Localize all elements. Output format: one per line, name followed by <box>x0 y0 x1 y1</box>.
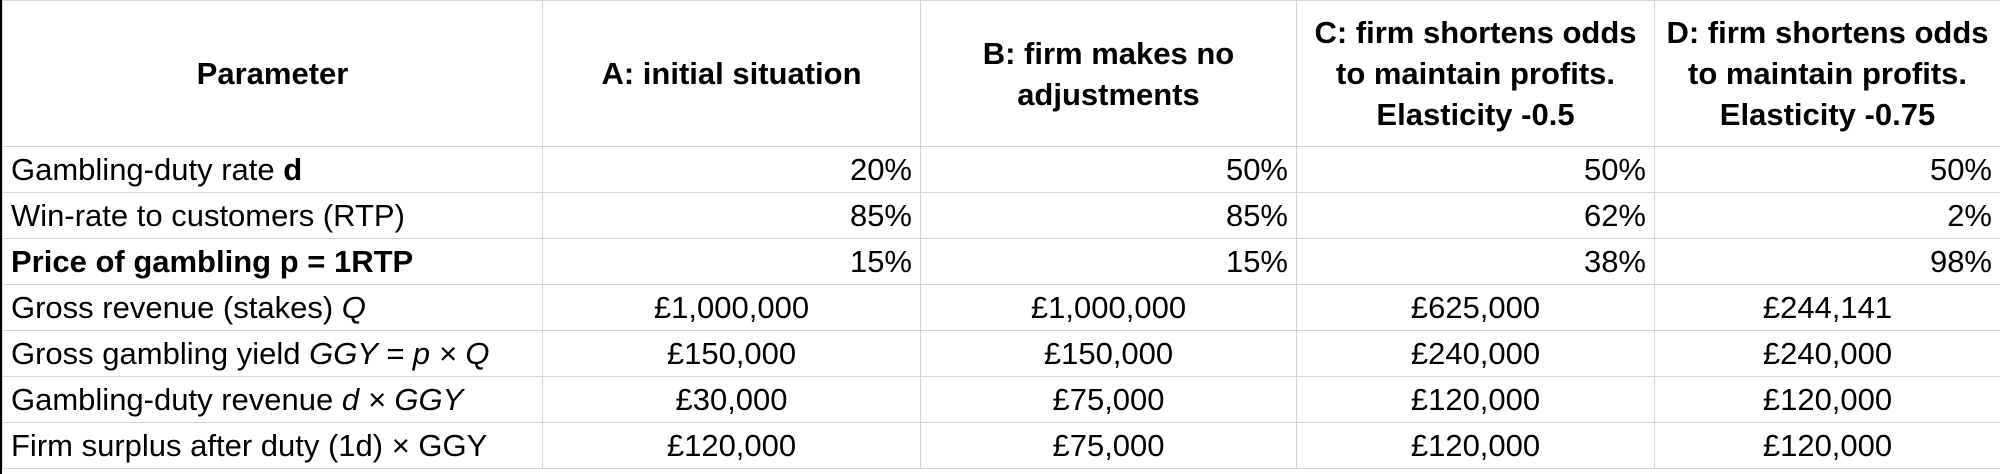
header-scenario-c[interactable]: C: firm shortens odds to maintain profit… <box>1296 0 1655 147</box>
cell-d[interactable]: 2% <box>1654 192 2000 239</box>
row-label[interactable]: Gross gambling yield GGY = p × Q <box>2 330 543 377</box>
row-win-rate: Win-rate to customers (RTP) 85% 85% 62% … <box>2 192 2000 239</box>
cell-d[interactable]: £120,000 <box>1654 376 2000 423</box>
row-label[interactable]: Gross revenue (stakes) Q <box>2 284 543 331</box>
label-formula: d × GGY <box>341 382 464 417</box>
label-symbol: d <box>283 152 303 187</box>
cell-a[interactable]: 20% <box>542 146 921 193</box>
header-scenario-a[interactable]: A: initial situation <box>542 0 921 147</box>
label-formula: GGY = p × Q <box>309 336 490 371</box>
cell-c[interactable]: 62% <box>1296 192 1655 239</box>
row-price-of-gambling: Price of gambling p = 1RTP 15% 15% 38% 9… <box>2 238 2000 285</box>
label-text: Gambling-duty revenue <box>11 382 342 417</box>
row-firm-surplus: Firm surplus after duty (1d) × GGY £120,… <box>2 422 2000 469</box>
cell-d[interactable]: 98% <box>1654 238 2000 285</box>
cell-b[interactable]: 50% <box>920 146 1297 193</box>
header-row: Parameter A: initial situation B: firm m… <box>2 0 2000 147</box>
header-parameter[interactable]: Parameter <box>2 0 543 147</box>
cell-d[interactable]: £244,141 <box>1654 284 2000 331</box>
row-gross-gambling-yield: Gross gambling yield GGY = p × Q £150,00… <box>2 330 2000 377</box>
label-text: Gambling-duty rate <box>11 152 284 187</box>
cell-d[interactable]: £120,000 <box>1654 422 2000 469</box>
cell-b[interactable]: £150,000 <box>920 330 1297 377</box>
header-scenario-d[interactable]: D: firm shortens odds to maintain profit… <box>1654 0 2000 147</box>
cell-d[interactable]: £240,000 <box>1654 330 2000 377</box>
cell-a[interactable]: 15% <box>542 238 921 285</box>
row-gross-revenue: Gross revenue (stakes) Q £1,000,000 £1,0… <box>2 284 2000 331</box>
cell-c[interactable]: 38% <box>1296 238 1655 285</box>
cell-b[interactable]: £1,000,000 <box>920 284 1297 331</box>
label-text: Gross gambling yield <box>11 336 310 371</box>
cell-b[interactable]: 15% <box>920 238 1297 285</box>
label-text: Gross revenue (stakes) <box>11 290 342 325</box>
label-formula: Q <box>341 290 366 325</box>
cell-a[interactable]: £30,000 <box>542 376 921 423</box>
row-label[interactable]: Gambling-duty revenue d × GGY <box>2 376 543 423</box>
cell-c[interactable]: £120,000 <box>1296 376 1655 423</box>
cell-d[interactable]: 50% <box>1654 146 2000 193</box>
header-scenario-b[interactable]: B: firm makes no adjustments <box>920 0 1297 147</box>
cell-b[interactable]: £75,000 <box>920 376 1297 423</box>
row-label[interactable]: Price of gambling p = 1RTP <box>2 238 543 285</box>
row-label[interactable]: Gambling-duty rate d <box>2 146 543 193</box>
cell-a[interactable]: £1,000,000 <box>542 284 921 331</box>
cell-c[interactable]: £120,000 <box>1296 422 1655 469</box>
row-duty-rate: Gambling-duty rate d 20% 50% 50% 50% <box>2 146 2000 193</box>
cell-a[interactable]: £150,000 <box>542 330 921 377</box>
cell-a[interactable]: 85% <box>542 192 921 239</box>
cell-b[interactable]: 85% <box>920 192 1297 239</box>
cell-c[interactable]: £240,000 <box>1296 330 1655 377</box>
row-label[interactable]: Firm surplus after duty (1d) × GGY <box>2 422 543 469</box>
cell-c[interactable]: 50% <box>1296 146 1655 193</box>
cell-a[interactable]: £120,000 <box>542 422 921 469</box>
cell-c[interactable]: £625,000 <box>1296 284 1655 331</box>
row-duty-revenue: Gambling-duty revenue d × GGY £30,000 £7… <box>2 376 2000 423</box>
row-label[interactable]: Win-rate to customers (RTP) <box>2 192 543 239</box>
cell-b[interactable]: £75,000 <box>920 422 1297 469</box>
